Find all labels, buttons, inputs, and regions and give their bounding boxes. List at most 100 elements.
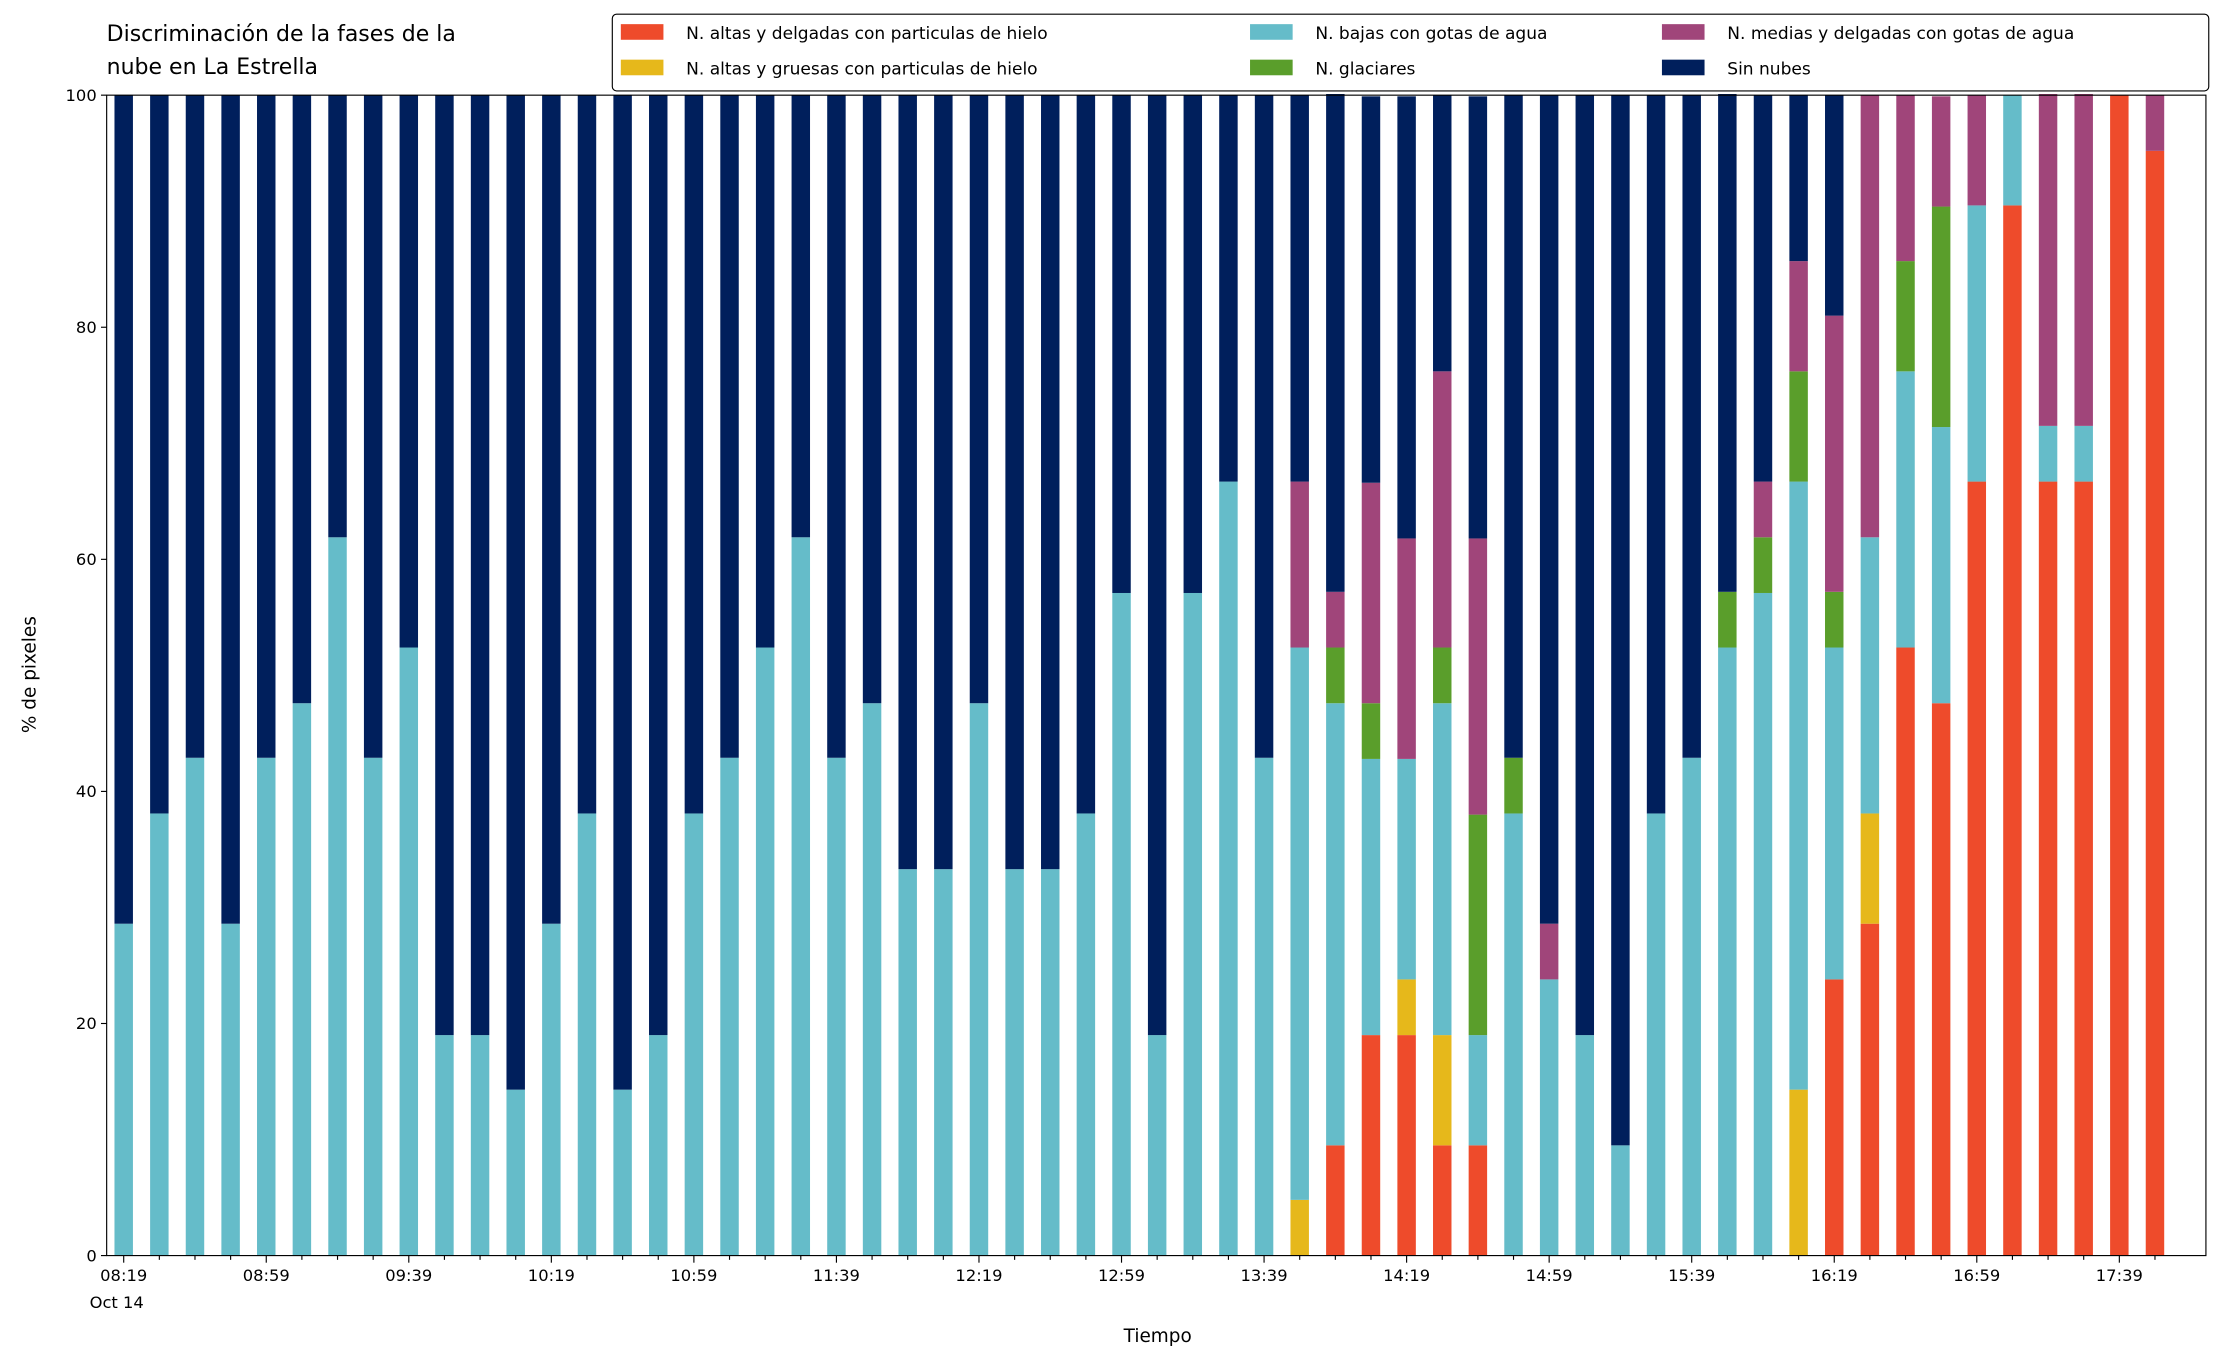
- chart-title: Discriminación de la fases de la nube en …: [107, 22, 456, 80]
- bar-segment: [1147, 1035, 1167, 1256]
- bar-segment: [1931, 96, 1951, 207]
- bar-segment: [2038, 425, 2058, 482]
- x-tick-label: 14:19: [1383, 1266, 1430, 1285]
- bar-segment: [328, 537, 347, 1256]
- bar-segment: [1361, 96, 1381, 483]
- bar-segment: [1504, 813, 1523, 1256]
- bar-segment: [506, 95, 525, 1090]
- x-axis-label: Tiempo: [1123, 1326, 1192, 1347]
- x-tick-label: 08:19: [100, 1266, 147, 1285]
- bar-segment: [1183, 95, 1203, 593]
- bar-segment: [399, 95, 419, 648]
- bar-segment: [1860, 95, 1880, 538]
- y-tick-label: 80: [76, 318, 97, 337]
- bar-segment: [1682, 757, 1701, 1256]
- legend-label: N. glaciares: [1315, 60, 1415, 80]
- bar-segment: [1433, 1035, 1452, 1146]
- legend-swatch: [1250, 59, 1293, 76]
- bar-segment: [292, 703, 312, 1256]
- bar-segment: [1112, 592, 1131, 1256]
- bar-segment: [1005, 869, 1024, 1256]
- bar-segment: [1326, 647, 1345, 704]
- bar-segment: [1290, 1199, 1309, 1256]
- bar-segment: [2145, 95, 2165, 151]
- y-tick-label: 100: [66, 86, 97, 105]
- bar-segment: [1825, 95, 1844, 316]
- bar-segment: [1931, 427, 1951, 704]
- bar-segment: [150, 95, 169, 814]
- bar-segment: [1789, 371, 1808, 482]
- bar-segment: [1753, 95, 1773, 482]
- bar-segment: [1397, 538, 1416, 759]
- bar-segment: [363, 95, 383, 758]
- bar-segment: [934, 95, 953, 870]
- bar-segment: [1789, 481, 1808, 1090]
- bar-segment: [185, 757, 205, 1256]
- bar-segment: [1539, 979, 1559, 1256]
- bar-segment: [1896, 95, 1915, 262]
- bar-segment: [1931, 206, 1951, 428]
- bar-segment: [1646, 95, 1666, 814]
- bar-segment: [150, 813, 169, 1256]
- bar-segment: [1361, 758, 1381, 1036]
- bar-segment: [1468, 1145, 1488, 1256]
- bar-segment: [363, 757, 383, 1256]
- legend-label: Sin nubes: [1727, 60, 1811, 80]
- x-tick-label: 09:39: [385, 1266, 432, 1285]
- bar-segment: [2074, 94, 2093, 426]
- bar-segment: [577, 813, 597, 1256]
- bar-segment: [934, 869, 953, 1256]
- bar-segment: [2038, 94, 2058, 426]
- bar-segment: [1825, 315, 1844, 592]
- bar-segment: [898, 95, 917, 870]
- legend-label: N. bajas con gotas de agua: [1315, 24, 1547, 44]
- bar-segment: [2074, 481, 2093, 1256]
- x-tick-label: 12:19: [955, 1266, 1002, 1285]
- bar-segment: [1718, 647, 1737, 1256]
- bar-segment: [435, 1035, 454, 1256]
- bar-segment: [1896, 371, 1915, 648]
- bar-segment: [862, 95, 882, 704]
- x-tick-label: 08:59: [243, 1266, 290, 1285]
- bar-segment: [684, 813, 704, 1256]
- bar-segment: [506, 1089, 525, 1256]
- legend-label: N. altas y gruesas con particulas de hie…: [686, 60, 1037, 80]
- bar-segment: [328, 95, 347, 538]
- bar-segment: [1433, 1145, 1452, 1256]
- bar-segment: [1326, 703, 1345, 1146]
- bar-segment: [185, 95, 205, 758]
- x-tick-label: 13:39: [1241, 1266, 1288, 1285]
- bar-segment: [827, 757, 846, 1256]
- bar-segment: [1147, 95, 1167, 1036]
- legend: N. altas y delgadas con particulas de hi…: [611, 13, 2210, 92]
- bar-segment: [1539, 923, 1559, 980]
- bar-segment: [862, 703, 882, 1256]
- bar-segment: [1825, 647, 1844, 980]
- bar-segment: [257, 95, 276, 758]
- legend-swatch: [1250, 24, 1293, 40]
- bar-segment: [2003, 95, 2022, 206]
- bar-segment: [1326, 94, 1345, 592]
- bar-segment: [1753, 537, 1773, 593]
- bar-segment: [577, 95, 597, 814]
- bar-segment: [114, 95, 133, 924]
- y-tick-label: 40: [76, 782, 97, 801]
- bar-segment: [1896, 647, 1915, 1256]
- bar-segment: [2110, 95, 2129, 1256]
- bar-segment: [1361, 703, 1381, 759]
- bar-segment: [1825, 979, 1844, 1256]
- bar-segment: [1718, 94, 1737, 592]
- bar-segment: [1825, 591, 1844, 648]
- bar-segment: [1041, 869, 1060, 1256]
- bar-segment: [1896, 261, 1915, 372]
- y-tick-label: 0: [86, 1246, 96, 1265]
- bar-segment: [791, 95, 811, 538]
- bar-segment: [755, 95, 775, 648]
- bar-segment: [1468, 96, 1488, 539]
- legend-swatch: [1661, 59, 1705, 76]
- bar-segment: [1397, 979, 1416, 1036]
- x-tick-label: 14:59: [1526, 1266, 1573, 1285]
- bar-segment: [1433, 95, 1452, 372]
- bar-segment: [1005, 95, 1024, 870]
